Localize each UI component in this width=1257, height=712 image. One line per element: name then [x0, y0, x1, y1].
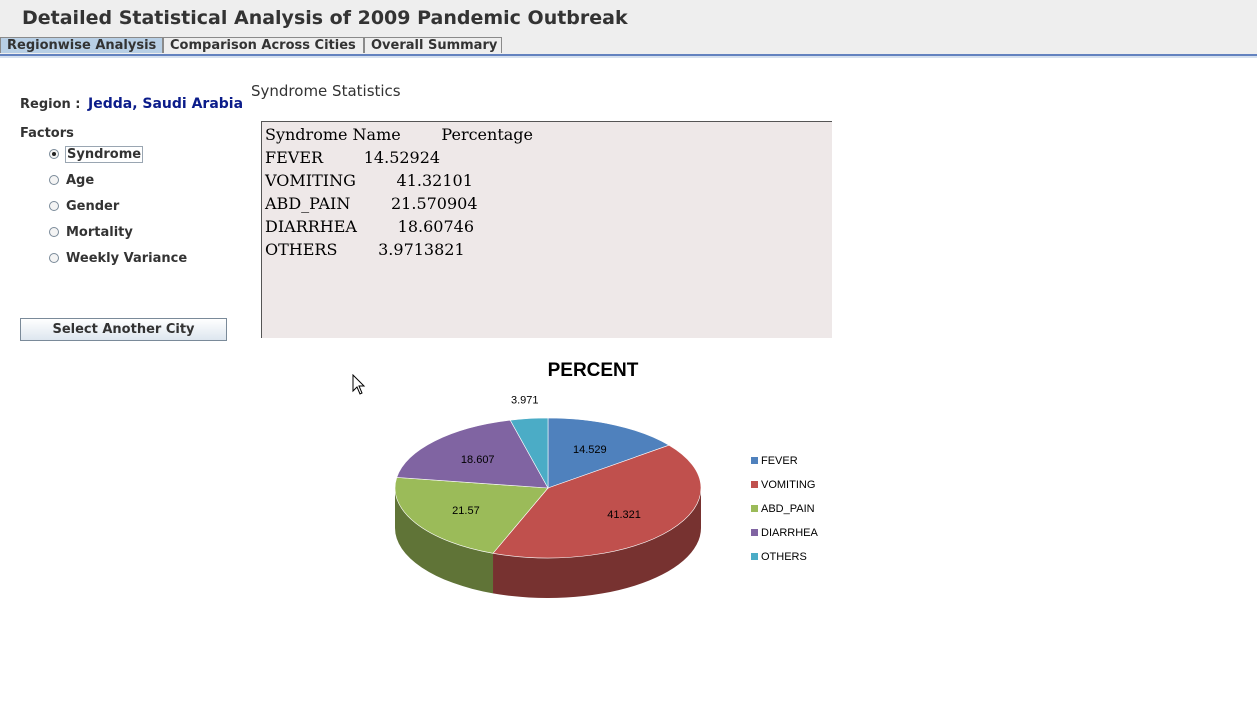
pie-label-diarrhea: 18.607 — [461, 454, 495, 466]
chart-title: PERCENT — [548, 360, 639, 381]
tab-regionwise-analysis[interactable]: Regionwise Analysis — [0, 37, 163, 53]
pie-slice-vomiting — [492, 444, 702, 559]
legend-swatch-others — [751, 553, 758, 560]
pie-slice-fever — [547, 417, 670, 489]
factor-age-option[interactable]: Age — [49, 171, 95, 189]
factor-label: Weekly Variance — [66, 250, 188, 266]
legend-label-abd-pain: ABD_PAIN — [761, 503, 815, 515]
factor-label: Mortality — [66, 224, 133, 240]
stats-text-area[interactable]: Syndrome Name Percentage FEVER 14.52924 … — [261, 121, 832, 338]
region-value: Jedda, Saudi Arabia — [88, 96, 244, 112]
tab-overall-summary[interactable]: Overall Summary — [364, 37, 502, 53]
legend-swatch-fever — [751, 457, 758, 464]
pie-side-vomiting — [493, 488, 701, 598]
legend-label-vomiting: VOMITING — [761, 479, 815, 491]
pie-label-others: 3.971 — [511, 394, 539, 406]
tab-divider-shade — [0, 56, 1257, 58]
pie-label-fever: 14.529 — [573, 444, 607, 456]
region-label: Region : — [20, 97, 81, 112]
legend-swatch-abd-pain — [751, 505, 758, 512]
factor-syndrome-option[interactable]: Syndrome — [49, 145, 144, 163]
factor-gender-option[interactable]: Gender — [49, 197, 120, 215]
stats-line: FEVER 14.52924 — [265, 148, 441, 167]
legend-label-others: OTHERS — [761, 551, 807, 563]
stats-line: DIARRHEA 18.60746 — [265, 217, 475, 236]
tab-comparison-across-cities[interactable]: Comparison Across Cities — [163, 37, 364, 53]
select-another-city-button[interactable]: Select Another City — [20, 318, 227, 341]
pie-data-labels: 14.529 41.321 21.57 18.607 3.971 — [452, 394, 641, 521]
tab-divider — [0, 54, 1257, 56]
factor-mortality-option[interactable]: Mortality — [49, 223, 134, 241]
pie-sides — [395, 488, 701, 598]
pie-label-vomiting: 41.321 — [607, 509, 641, 521]
stats-line: ABD_PAIN 21.570904 — [265, 194, 478, 213]
pie-slices — [394, 417, 702, 559]
legend-label-fever: FEVER — [761, 455, 798, 467]
radio-button-selected[interactable] — [49, 149, 59, 159]
pie-slice-others — [509, 417, 549, 490]
stats-line: OTHERS 3.9713821 — [265, 240, 465, 259]
radio-button[interactable] — [49, 253, 59, 263]
pie-slice-diarrhea — [396, 419, 549, 489]
stats-line: VOMITING 41.32101 — [265, 171, 473, 190]
pie-side-abd-pain — [395, 488, 494, 594]
mouse-cursor-icon — [352, 374, 366, 395]
pie-slice-abd-pain — [394, 477, 549, 554]
pie-label-abd-pain: 21.57 — [452, 505, 480, 517]
factors-label: Factors — [20, 126, 74, 141]
factor-weekly-variance-option[interactable]: Weekly Variance — [49, 249, 188, 267]
factor-label: Gender — [66, 198, 120, 214]
radio-button[interactable] — [49, 201, 59, 211]
radio-button[interactable] — [49, 175, 59, 185]
app-title: Detailed Statistical Analysis of 2009 Pa… — [22, 7, 628, 29]
factor-label: Syndrome — [65, 145, 144, 163]
syndrome-pie-chart: 14.529 41.321 21.57 18.607 3.971 PERCENT FEV… — [394, 360, 819, 598]
factor-label: Age — [66, 172, 95, 188]
radio-button[interactable] — [49, 227, 59, 237]
stats-header-line: Syndrome Name Percentage — [265, 125, 533, 144]
stats-section-title: Syndrome Statistics — [251, 82, 401, 100]
chart-legend: FEVER VOMITING ABD_PAIN DIARRHEA OTHERS — [751, 455, 819, 563]
legend-label-diarrhea: DIARRHEA — [761, 527, 819, 539]
legend-swatch-vomiting — [751, 481, 758, 488]
legend-swatch-diarrhea — [751, 529, 758, 536]
